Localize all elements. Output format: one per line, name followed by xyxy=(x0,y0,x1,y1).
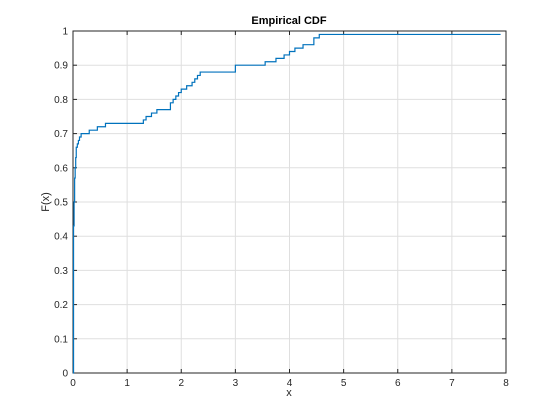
y-tick-label: 1 xyxy=(62,27,68,38)
y-tick-label: 0.7 xyxy=(54,129,68,140)
x-tick-label: 4 xyxy=(287,378,293,389)
y-tick-label: 0.4 xyxy=(54,232,68,243)
x-tick-label: 3 xyxy=(233,378,239,389)
y-tick-label: 0.3 xyxy=(54,266,68,277)
chart-title: Empirical CDF xyxy=(251,15,326,27)
y-tick-label: 0.9 xyxy=(54,61,68,72)
y-tick-label: 0 xyxy=(62,369,68,380)
ecdf-line xyxy=(72,33,501,374)
x-tick-label: 6 xyxy=(395,378,401,389)
x-tick-label: 5 xyxy=(341,378,347,389)
y-tick-label: 0.8 xyxy=(54,95,68,106)
y-tick-label: 0.2 xyxy=(54,300,68,311)
y-tick-label: 0.5 xyxy=(54,198,68,209)
x-tick-label: 7 xyxy=(449,378,455,389)
axes-box xyxy=(72,30,507,374)
x-tick-label: 1 xyxy=(124,378,130,389)
x-tick-label: 2 xyxy=(178,378,184,389)
data-layer xyxy=(72,33,501,374)
y-tick-label: 0.1 xyxy=(54,334,68,345)
grid-lines xyxy=(72,30,507,374)
x-tick-label: 8 xyxy=(503,378,509,389)
x-tick-label: 0 xyxy=(70,378,76,389)
x-axis-label: x xyxy=(286,387,292,399)
y-tick-label: 0.6 xyxy=(54,163,68,174)
y-axis-label: F(x) xyxy=(40,192,52,212)
